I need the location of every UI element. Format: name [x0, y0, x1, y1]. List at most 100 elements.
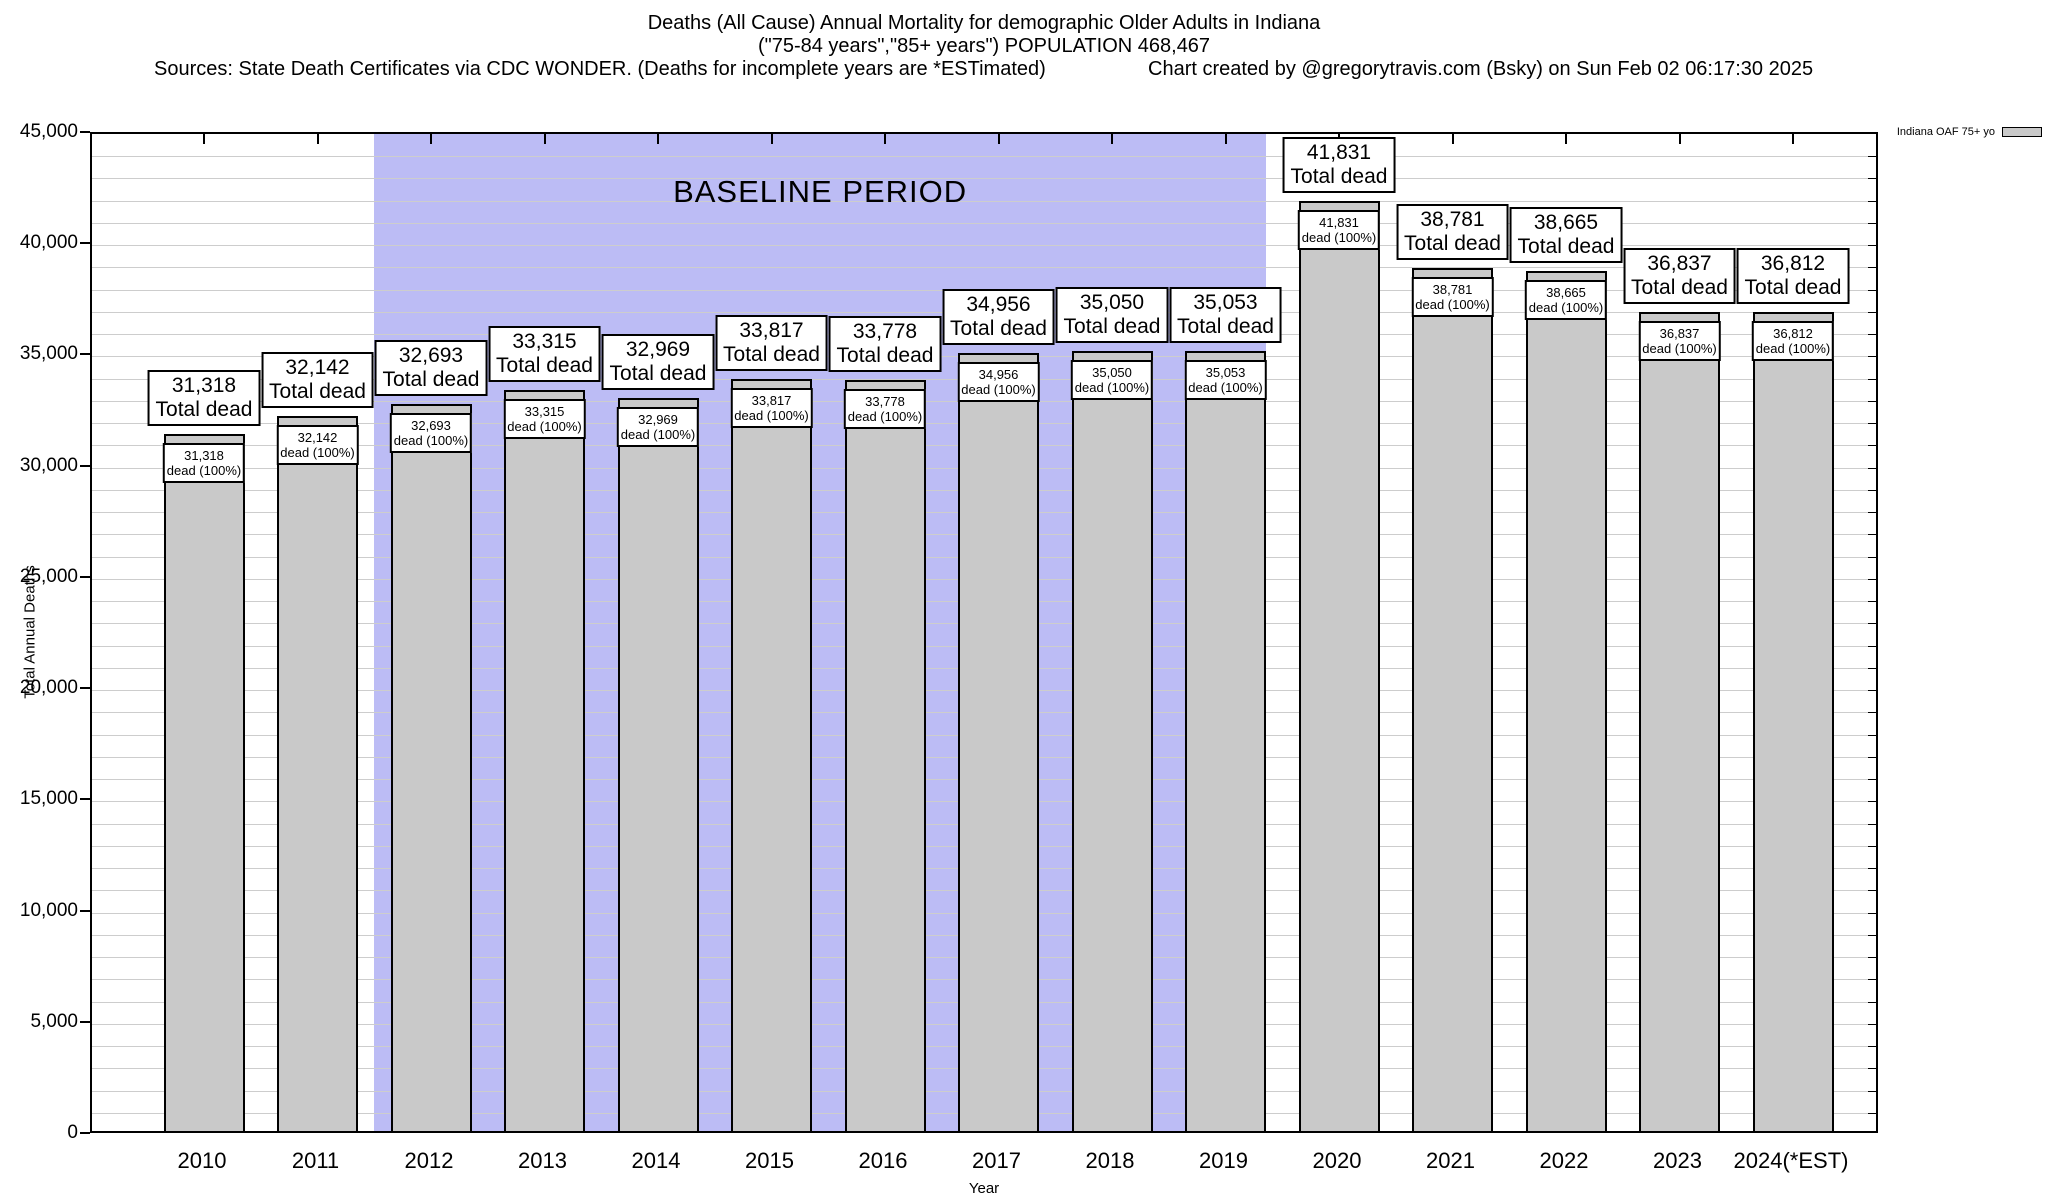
x-axis-tick-label: 2021 [1426, 1148, 1475, 1173]
bar-2017: 34,956 dead (100%) [957, 353, 1040, 1131]
right-axis-tick [1868, 823, 1876, 825]
x-axis-tick-label: 2014 [631, 1148, 681, 1173]
bar-2022: 38,665 dead (100%) [1524, 270, 1608, 1131]
right-axis-tick [1868, 222, 1876, 224]
bar-inner-label: 33,817 dead (100%) [730, 387, 813, 428]
right-axis-tick [1868, 578, 1876, 580]
bar-2014: 32,969 dead (100%) [616, 397, 700, 1131]
sources-note: Sources: State Death Certificates via CD… [154, 58, 1046, 80]
bar-2010: 31,318 dead (100%) [162, 434, 246, 1131]
bar-inner-label: 38,781 dead (100%) [1411, 277, 1494, 318]
right-axis-tick [1868, 512, 1876, 514]
legend-swatch-icon [2002, 127, 2042, 137]
bar-total-label: 35,053 Total dead [1169, 287, 1282, 344]
x-axis-top-tick [1792, 134, 1794, 144]
bar-2012: 32,693 dead (100%) [389, 403, 473, 1131]
right-axis-tick [1868, 645, 1876, 647]
bar-inner-label: 34,956 dead (100%) [957, 362, 1040, 403]
y-axis-tick-label: 20,000 [19, 677, 78, 699]
right-axis-tick [1868, 1112, 1876, 1114]
right-axis-tick [1868, 1001, 1876, 1003]
x-axis-tick-label: 2011 [291, 1148, 340, 1173]
y-axis-tick-label: 25,000 [19, 565, 78, 587]
bar-total-label: 33,817 Total dead [715, 314, 828, 371]
right-axis-tick [1868, 734, 1876, 736]
right-axis-tick [1868, 245, 1876, 247]
right-axis-tick [1868, 1023, 1876, 1025]
legend: Indiana OAF 75+ yo [1897, 126, 2042, 138]
bar-total-label: 41,831 Total dead [1282, 136, 1396, 193]
right-axis-tick [1868, 979, 1876, 981]
x-axis-tick-label: 2024(*EST) [1733, 1148, 1849, 1173]
right-axis-tick [1868, 378, 1876, 380]
right-axis-tick [1868, 289, 1876, 291]
right-axis-tick [1868, 445, 1876, 447]
bar-inner-label: 32,142 dead (100%) [276, 425, 359, 466]
right-axis-tick [1868, 400, 1876, 402]
right-axis-tick [1868, 1068, 1876, 1070]
y-axis-tick-label: 35,000 [19, 343, 78, 365]
x-axis-top-tick [997, 134, 1000, 144]
bar-total-label: 35,050 Total dead [1055, 287, 1169, 344]
right-axis-tick [1868, 868, 1876, 870]
legend-label: Indiana OAF 75+ yo [1896, 126, 1995, 138]
bar-inner-label: 33,778 dead (100%) [843, 388, 927, 429]
right-axis-tick [1868, 601, 1876, 603]
bar-inner-label: 32,693 dead (100%) [389, 412, 473, 453]
right-axis-tick [1868, 467, 1876, 469]
x-axis-top-tick [316, 134, 319, 144]
right-axis-tick [1868, 556, 1876, 558]
credit-note: Chart created by @gregorytravis.com (Bsk… [1148, 58, 1814, 80]
y-axis-tick [80, 575, 90, 578]
right-axis-tick [1868, 756, 1876, 758]
right-axis-tick [1868, 890, 1876, 892]
bar-2024(*EST): 36,812 dead (100%) [1751, 312, 1835, 1131]
x-axis-top-tick [770, 134, 773, 144]
bar-inner-label: 35,050 dead (100%) [1070, 360, 1154, 401]
x-axis-tick-label: 2018 [1085, 1148, 1135, 1173]
y-axis-tick [80, 687, 90, 690]
right-axis-tick [1868, 779, 1876, 781]
chart-subtitle: ("75-84 years","85+ years") POPULATION 4… [757, 35, 1211, 57]
y-axis-tick [80, 909, 90, 912]
right-axis-tick [1868, 957, 1876, 959]
bar-2021: 38,781 dead (100%) [1411, 268, 1494, 1131]
y-axis-tick [80, 131, 90, 133]
right-axis-tick [1868, 1046, 1876, 1048]
bar-inner-label: 33,315 dead (100%) [503, 398, 586, 439]
right-axis-tick [1868, 912, 1876, 914]
x-axis-tick-label: 2012 [404, 1148, 454, 1173]
x-axis-tick-label: 2016 [858, 1148, 908, 1173]
right-axis-tick [1868, 801, 1876, 803]
bar-total-label: 33,315 Total dead [488, 325, 601, 382]
x-axis-top-tick [1451, 134, 1454, 144]
right-axis-tick [1868, 667, 1876, 669]
x-axis-tick-label: 2023 [1653, 1148, 1702, 1173]
x-axis-tick-label: 2019 [1199, 1148, 1248, 1173]
right-axis-tick [1868, 356, 1876, 358]
x-axis-top-tick [1111, 134, 1113, 144]
right-axis-tick [1868, 334, 1876, 336]
right-axis-tick [1868, 267, 1876, 269]
bar-total-label: 36,812 Total dead [1736, 248, 1850, 305]
right-axis-tick [1868, 623, 1876, 625]
y-axis-tick [80, 464, 90, 467]
y-axis-tick [80, 798, 90, 801]
y-axis-tick-label: 15,000 [19, 788, 78, 810]
y-axis-tick [80, 1132, 90, 1134]
bar-2011: 32,142 dead (100%) [276, 416, 359, 1131]
y-axis-tick-label: 30,000 [19, 454, 78, 476]
x-axis-tick-label: 2020 [1312, 1148, 1362, 1173]
bar-total-label: 32,142 Total dead [261, 352, 374, 409]
right-axis-tick [1868, 712, 1876, 714]
x-axis-top-tick [1565, 134, 1567, 144]
x-axis-tick-label: 2022 [1539, 1148, 1589, 1173]
bar-inner-label: 32,969 dead (100%) [616, 406, 700, 447]
x-axis-top-tick [1678, 134, 1681, 144]
y-axis-tick-label: 10,000 [19, 899, 78, 921]
bar-total-label: 31,318 Total dead [147, 370, 261, 427]
bar-2015: 33,817 dead (100%) [730, 378, 813, 1131]
bar-2018: 35,050 dead (100%) [1070, 351, 1154, 1131]
right-axis-tick [1868, 534, 1876, 536]
